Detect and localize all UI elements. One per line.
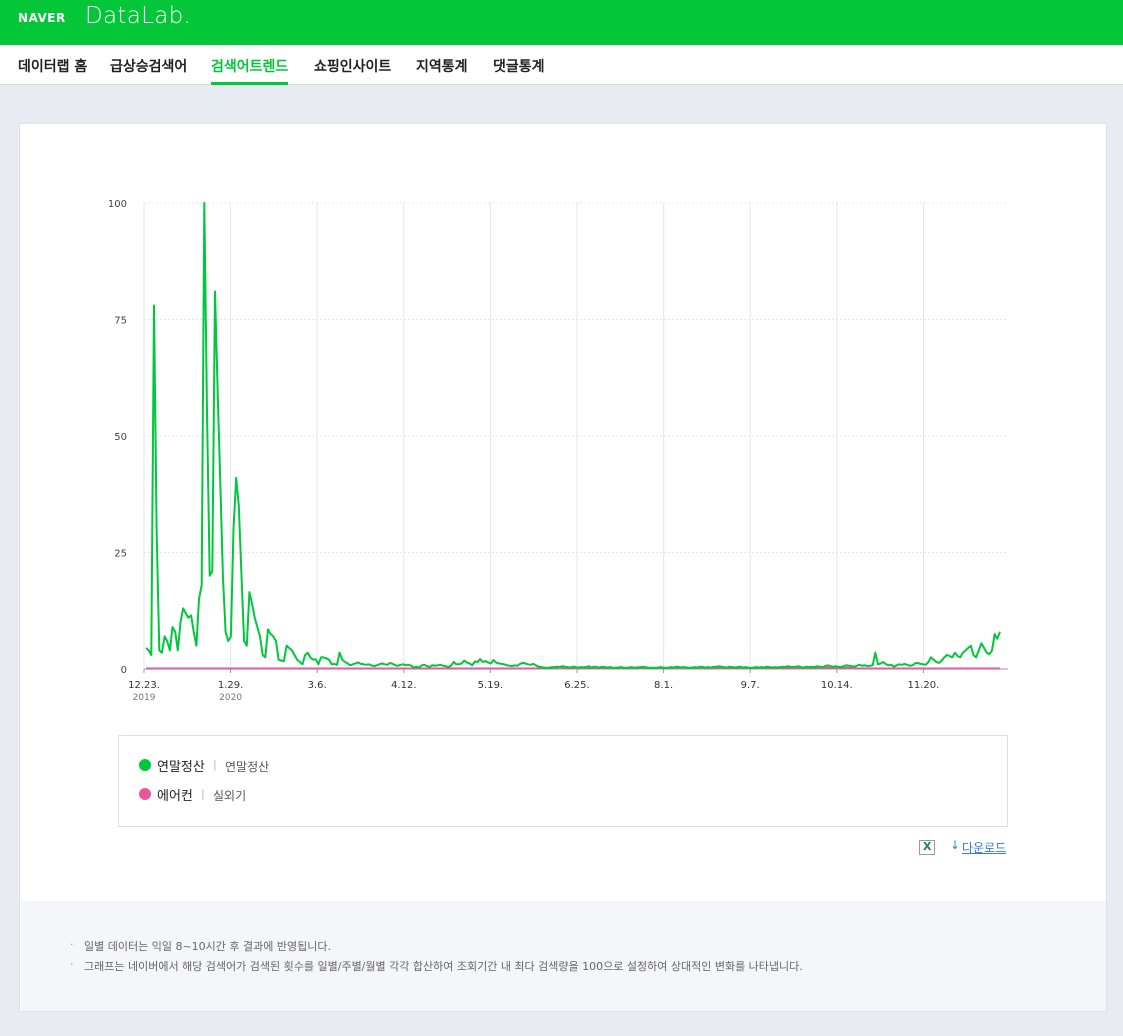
x-tick-label: 9.7. — [741, 680, 760, 691]
x-axis: 12.23. 2019 1.29. 2020 3.6. 4.12. 5.19. 6.25. 8.… — [128, 680, 939, 703]
nav-item-datalab-home[interactable]: 데이터랩 홈 — [18, 59, 88, 75]
notice-item: · 그래프는 네이버에서 해당 검색어가 검색된 횟수를 일별/주별/월별 각각… — [70, 958, 803, 973]
x-tick-label: 5.19. — [478, 680, 503, 691]
notice-item: · 일별 데이터는 익일 8~10시간 후 결과에 반영됩니다. — [70, 938, 331, 953]
series-line-연말정산 — [145, 202, 1001, 670]
series-1-name: 연말정산 — [157, 760, 205, 775]
y-tick-label: 0 — [121, 665, 127, 676]
x-tick-label: 3.6. — [308, 680, 327, 691]
nav-item-rising-keywords[interactable]: 급상승검색어 — [110, 59, 188, 75]
y-tick-label: 100 — [108, 199, 127, 210]
main-nav: 데이터랩 홈 급상승검색어 검색어트렌드 쇼핑인사이트 지역통계 댓글통계 — [0, 45, 1123, 85]
x-tick-label: 6.25. — [564, 680, 589, 691]
top-header: NAVER DataLab. — [0, 0, 1123, 45]
nav-item-regional-stats[interactable]: 지역통계 — [416, 59, 468, 75]
x-tick-year: 2019 — [133, 693, 156, 703]
nav-item-shopping-insight[interactable]: 쇼핑인사이트 — [314, 59, 392, 75]
x-tick-label: 4.12. — [391, 680, 416, 691]
nav-item-search-trend[interactable]: 검색어트렌드 — [211, 56, 289, 85]
download-arrow-icon[interactable]: ↓ — [950, 838, 961, 852]
download-link[interactable]: 다운로드 — [962, 841, 1007, 855]
y-tick-label: 75 — [114, 316, 127, 327]
series-1-keyword: 연말정산 — [225, 760, 270, 774]
y-tick-label: 25 — [114, 549, 127, 560]
naver-logo[interactable]: NAVER — [18, 11, 66, 25]
notice-area: · 일별 데이터는 익일 8~10시간 후 결과에 반영됩니다. · 그래프는 … — [21, 901, 1106, 1011]
x-tick-year: 2020 — [219, 693, 242, 703]
nav-item-comment-stats[interactable]: 댓글통계 — [493, 59, 545, 75]
y-axis: 100 75 50 25 0 — [108, 199, 127, 676]
excel-icon[interactable]: X — [919, 840, 935, 855]
series-2-keyword: 실외기 — [213, 789, 247, 803]
x-tick-label: 8.1. — [654, 680, 673, 691]
series-2-name: 에어컨 — [157, 789, 193, 804]
trend-line-chart: 100 75 50 25 0 12.23. 2019 1.29. 2020 3.6. 4.12. 5… — [108, 199, 1008, 703]
x-tick-label: 1.29. — [218, 680, 243, 691]
x-tick-label: 10.14. — [821, 680, 853, 691]
chart-grid — [143, 202, 1008, 673]
series-line-실외기 — [146, 666, 1000, 670]
series-2-color-dot — [139, 788, 151, 800]
x-tick-label: 12.23. — [128, 680, 160, 691]
chart-series — [145, 202, 1001, 670]
x-tick-label: 11.20. — [907, 680, 939, 691]
series-1-color-dot — [139, 759, 151, 771]
download-area: X ↓ 다운로드 — [919, 838, 1029, 858]
y-tick-label: 50 — [114, 432, 127, 443]
result-panel: 100 75 50 25 0 12.23. 2019 1.29. 2020 3.6. 4.12. 5… — [19, 123, 1107, 1012]
datalab-logo[interactable]: DataLab. — [85, 3, 192, 29]
chart-legend: 연말정산 | 연말정산 에어컨 | 실외기 — [118, 735, 1008, 827]
